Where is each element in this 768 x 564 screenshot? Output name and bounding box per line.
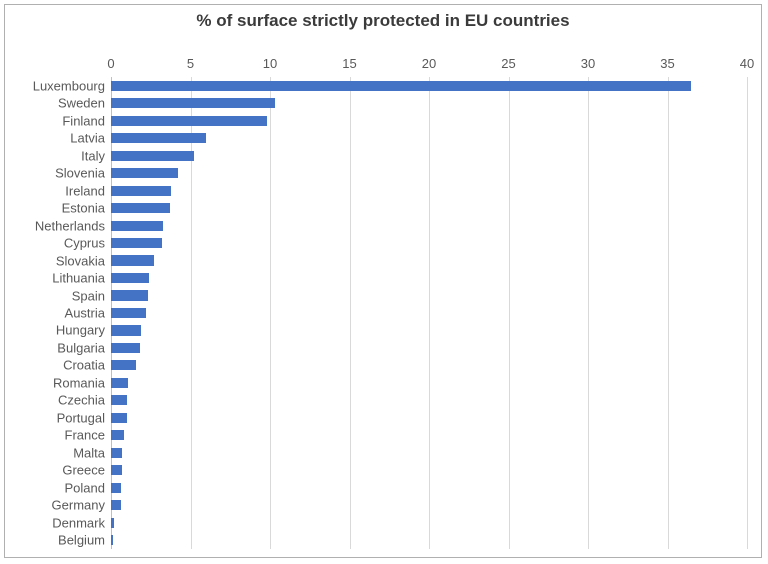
y-tick-label: Italy: [81, 148, 105, 163]
y-tick-label: Estonia: [62, 201, 105, 216]
bar: [111, 308, 146, 318]
gridline: [588, 77, 589, 549]
y-tick-label: Poland: [65, 480, 105, 495]
y-tick-label: Germany: [52, 498, 105, 513]
y-tick-label: Greece: [62, 463, 105, 478]
bar: [111, 116, 267, 126]
bar: [111, 378, 128, 388]
bar: [111, 500, 121, 510]
x-tick-label: 0: [107, 56, 114, 71]
y-tick-label: Denmark: [52, 515, 105, 530]
bar: [111, 465, 122, 475]
y-tick-label: Portugal: [57, 410, 105, 425]
bar: [111, 483, 121, 493]
x-tick-label: 5: [187, 56, 194, 71]
y-tick-label: Luxembourg: [33, 78, 105, 93]
y-tick-label: Latvia: [70, 131, 105, 146]
x-tick-label: 35: [660, 56, 674, 71]
x-tick-label: 40: [740, 56, 754, 71]
y-tick-label: Austria: [65, 306, 105, 321]
bar: [111, 535, 113, 545]
bar: [111, 168, 178, 178]
y-tick-label: Finland: [62, 113, 105, 128]
y-tick-label: Czechia: [58, 393, 105, 408]
y-tick-label: Slovakia: [56, 253, 105, 268]
bar: [111, 221, 163, 231]
bar: [111, 186, 171, 196]
y-tick-label: Lithuania: [52, 271, 105, 286]
bar: [111, 290, 148, 300]
bar: [111, 448, 122, 458]
bar: [111, 360, 136, 370]
plot-area: 0510152025303540LuxembourgSwedenFinlandL…: [111, 77, 747, 549]
bar: [111, 430, 124, 440]
y-tick-label: Croatia: [63, 358, 105, 373]
gridline: [270, 77, 271, 549]
bar: [111, 255, 154, 265]
x-tick-label: 25: [501, 56, 515, 71]
chart-title: % of surface strictly protected in EU co…: [5, 11, 761, 31]
y-tick-label: Slovenia: [55, 166, 105, 181]
bar: [111, 81, 691, 91]
gridline: [191, 77, 192, 549]
gridline: [350, 77, 351, 549]
chart-frame: % of surface strictly protected in EU co…: [4, 4, 762, 558]
y-tick-label: Spain: [72, 288, 105, 303]
bar: [111, 325, 141, 335]
gridline: [668, 77, 669, 549]
y-tick-label: Malta: [73, 445, 105, 460]
bar: [111, 395, 127, 405]
gridline: [509, 77, 510, 549]
x-tick-label: 30: [581, 56, 595, 71]
bar: [111, 133, 206, 143]
y-tick-label: Romania: [53, 375, 105, 390]
bar: [111, 238, 162, 248]
y-tick-label: Belgium: [58, 533, 105, 548]
bar: [111, 203, 170, 213]
x-tick-label: 10: [263, 56, 277, 71]
bar: [111, 273, 149, 283]
gridline: [747, 77, 748, 549]
x-tick-label: 20: [422, 56, 436, 71]
y-tick-label: Cyprus: [64, 236, 105, 251]
y-tick-label: Ireland: [65, 183, 105, 198]
bar: [111, 98, 275, 108]
bar: [111, 151, 194, 161]
y-tick-label: Hungary: [56, 323, 105, 338]
bar: [111, 413, 127, 423]
y-tick-label: Bulgaria: [57, 340, 105, 355]
gridline: [429, 77, 430, 549]
y-tick-label: Sweden: [58, 96, 105, 111]
bar: [111, 343, 140, 353]
y-tick-label: France: [65, 428, 105, 443]
y-tick-label: Netherlands: [35, 218, 105, 233]
x-tick-label: 15: [342, 56, 356, 71]
bar: [111, 518, 114, 528]
